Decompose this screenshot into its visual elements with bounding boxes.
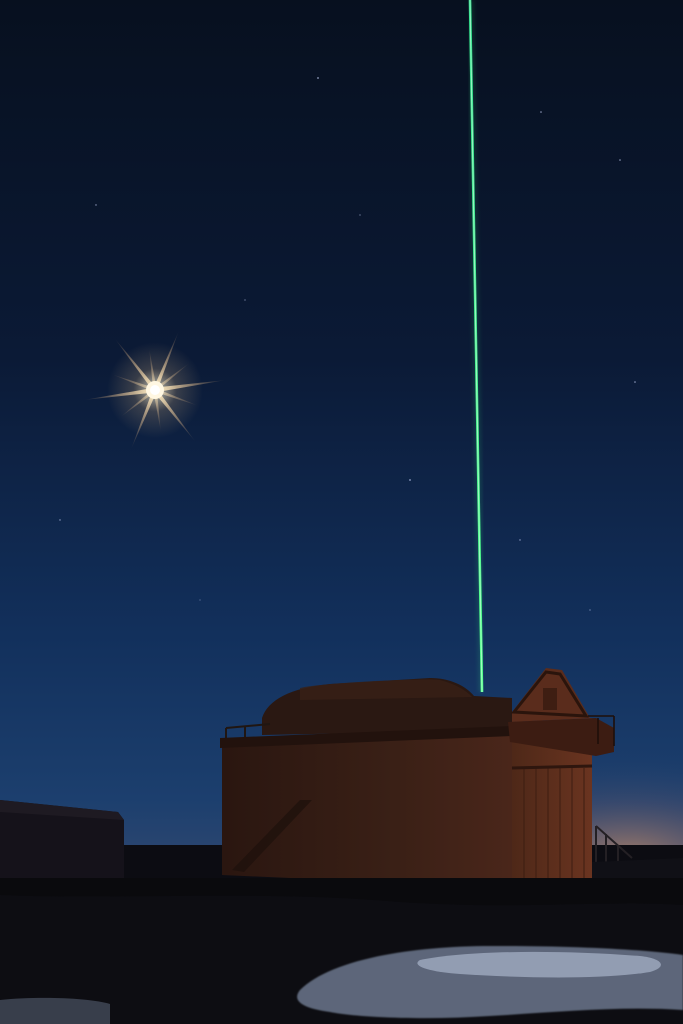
stars	[59, 77, 636, 611]
left-shed	[0, 800, 124, 880]
observatory-building	[220, 678, 512, 888]
annex-building	[508, 668, 683, 892]
snow-patches	[0, 945, 683, 1024]
moon-starburst	[83, 330, 227, 450]
laser-beam	[466, 0, 486, 693]
